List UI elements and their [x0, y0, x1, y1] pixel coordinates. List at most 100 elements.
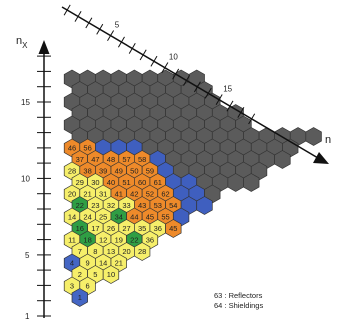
cell-number-label: 32: [107, 201, 115, 210]
hex-cell: [196, 196, 213, 215]
cell-number-label: 61: [154, 178, 162, 187]
vertical-tick-label: 5: [25, 251, 30, 260]
diagonal-tick-mark: [96, 23, 104, 35]
cell-number-label: 53: [154, 201, 162, 210]
cell-number-label: 7: [78, 247, 82, 256]
cell-number-label: 45: [169, 224, 177, 233]
cell-number-label: 36: [146, 236, 154, 245]
diagonal-tick-mark: [204, 87, 212, 99]
cell-number-label: 30: [91, 178, 99, 187]
cell-number-label: 56: [83, 144, 91, 153]
cell-number-label: 28: [138, 247, 146, 256]
cell-number-label: 23: [91, 201, 99, 210]
diagonal-tick-mark: [107, 30, 115, 42]
cell-number-label: 18: [83, 236, 91, 245]
vertical-tick-label: 10: [21, 174, 30, 183]
cell-number-label: 9: [86, 259, 90, 268]
cell-number-label: 3: [70, 282, 74, 291]
cell-number-label: 39: [99, 167, 107, 176]
diagonal-axis-arrowhead: [313, 152, 329, 164]
cell-number-label: 22: [130, 236, 138, 245]
cell-number-label: 48: [107, 155, 115, 164]
cell-number-label: 25: [99, 213, 107, 222]
vertical-axis-arrowhead: [38, 40, 50, 54]
diagonal-tick-mark: [117, 36, 125, 48]
hex-cell: [274, 150, 291, 169]
cell-number-label: 49: [115, 167, 123, 176]
diagonal-tick-mark: [248, 113, 256, 125]
cell-number-label: 19: [115, 236, 123, 245]
cell-number-label: 17: [91, 224, 99, 233]
cell-number-label: 41: [115, 190, 123, 199]
diagonal-tick-mark: [74, 11, 82, 22]
diagonal-tick-mark: [172, 68, 180, 80]
diagonal-tick-mark: [237, 107, 245, 118]
cell-number-label: 34: [115, 213, 123, 222]
cell-number-label: 50: [130, 167, 138, 176]
cell-number-label: 24: [83, 213, 91, 222]
cell-number-label: 33: [122, 201, 130, 210]
cell-number-label: 51: [122, 178, 130, 187]
cell-number-label: 16: [76, 224, 84, 233]
legend: 63 : Reflectors 64 : Shieldings: [214, 291, 263, 310]
cell-number-label: 55: [161, 213, 169, 222]
fuel-cell-45: [165, 219, 182, 238]
diagonal-axis-name: n: [325, 134, 331, 146]
cell-number-label: 12: [99, 236, 107, 245]
diagonal-tick-mark: [63, 4, 71, 16]
diagonal-tick-mark: [128, 43, 136, 54]
cell-number-label: 1: [78, 293, 82, 302]
cell-number-label: 59: [146, 167, 154, 176]
cell-number-label: 4: [70, 259, 74, 268]
cell-number-label: 10: [107, 270, 115, 279]
diagonal-tick-mark: [150, 55, 158, 67]
cell-number-label: 52: [146, 190, 154, 199]
cell-number-label: 37: [76, 155, 84, 164]
cell-number-label: 5: [93, 270, 97, 279]
cell-number-label: 54: [169, 201, 177, 210]
cell-number-label: 22: [76, 201, 84, 210]
fuel-cell-1: [71, 288, 88, 307]
cell-number-label: 14: [68, 213, 76, 222]
fuel-cell-28: [134, 242, 151, 261]
cell-number-label: 27: [122, 224, 130, 233]
cell-number-label: 26: [107, 224, 115, 233]
cell-number-label: 8: [93, 247, 97, 256]
cell-number-label: 36: [154, 224, 162, 233]
cell-number-label: 38: [83, 167, 91, 176]
cell-number-label: 47: [91, 155, 99, 164]
diagonal-axis: n 5 10 15: [61, 4, 331, 164]
cell-number-label: 20: [68, 190, 76, 199]
legend-reflectors: 63 : Reflectors: [214, 291, 263, 300]
diagonal-tick-mark: [139, 49, 147, 61]
hex-cell: [243, 173, 260, 192]
cell-number-label: 2: [78, 270, 82, 279]
cell-number-label: 21: [83, 190, 91, 199]
cell-number-label: 57: [122, 155, 130, 164]
diagonal-tick-mark: [226, 100, 234, 112]
vertical-tick-label: 15: [21, 98, 30, 107]
cell-number-label: 13: [107, 247, 115, 256]
cell-number-label: 46: [68, 144, 76, 153]
cell-number-label: 40: [107, 178, 115, 187]
cell-number-label: 29: [76, 178, 84, 187]
vertical-tick-label: 1: [25, 312, 30, 321]
cell-number-label: 6: [86, 282, 90, 291]
fuel-cell-10: [102, 265, 120, 284]
cell-number-label: 11: [68, 236, 76, 245]
diagonal-tick-label: 5: [115, 20, 120, 29]
cell-number-label: 45: [146, 213, 154, 222]
cell-number-label: 43: [138, 201, 146, 210]
cell-number-label: 35: [138, 224, 146, 233]
cell-number-label: 14: [99, 259, 107, 268]
cell-number-label: 58: [138, 155, 146, 164]
legend-shieldings: 64 : Shieldings: [214, 301, 263, 310]
diagonal-tick-mark: [183, 75, 191, 86]
cell-number-label: 60: [138, 178, 146, 187]
diagonal-axis-line: [61, 6, 319, 159]
diagonal-tick-mark: [193, 81, 201, 93]
